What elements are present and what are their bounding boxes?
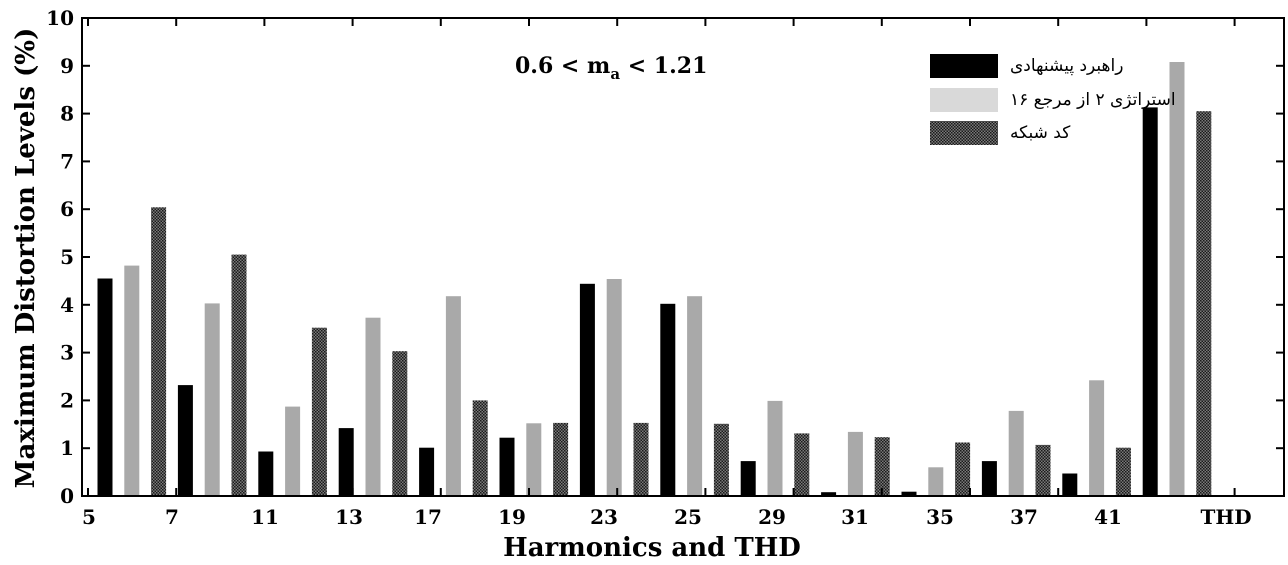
- legend-label-gridcode: کد شبکه: [1010, 123, 1071, 143]
- bar-proposed-41: [1062, 473, 1078, 496]
- bar-proposed-35: [901, 491, 917, 496]
- bar-gridcode-11: [311, 327, 327, 496]
- bar-proposed-13: [338, 428, 354, 496]
- bar-strategy2-37: [1008, 410, 1024, 496]
- labels-group: Harmonics and THD Maximum Distortion Lev…: [11, 28, 801, 563]
- legend-label-strategy2: استراتژی ۲ از مرجع ۱۶: [1010, 90, 1176, 110]
- bar-gridcode-23: [633, 422, 649, 496]
- y-tick-label: 1: [60, 436, 74, 460]
- bar-proposed-25: [660, 303, 676, 496]
- bar-gridcode-5: [151, 207, 167, 497]
- bar-gridcode-7: [231, 254, 247, 496]
- x-tick-label-41: 41: [1094, 505, 1122, 529]
- modulation-annotation: 0.6 < ma < 1.21: [515, 53, 707, 83]
- bar-strategy2-17: [445, 296, 461, 496]
- bar-gridcode-35: [955, 442, 971, 496]
- bar-strategy2-7: [204, 303, 220, 496]
- x-tick-label-13: 13: [335, 505, 363, 529]
- y-tick-label: 5: [60, 245, 74, 269]
- bar-gridcode-25: [713, 423, 729, 496]
- bar-gridcode-37: [1035, 444, 1051, 496]
- bar-gridcode-17: [472, 400, 488, 496]
- annotation-base: 0.6 < m: [515, 53, 610, 79]
- x-tick-label-19: 19: [498, 505, 526, 529]
- bar-strategy2-11: [285, 406, 301, 496]
- bar-gridcode-19: [553, 422, 569, 496]
- bar-strategy2-23: [606, 279, 622, 496]
- bar-proposed-19: [499, 437, 515, 496]
- bar-strategy2-thd: [1169, 62, 1185, 496]
- bar-proposed-31: [821, 492, 837, 496]
- x-tick-label-17: 17: [414, 505, 442, 529]
- x-tick-label-35: 35: [926, 505, 954, 529]
- y-tick-label: 0: [60, 484, 74, 508]
- bar-gridcode-41: [1115, 447, 1131, 496]
- bar-proposed-11: [258, 451, 274, 496]
- bar-strategy2-29: [767, 400, 783, 496]
- y-tick-label: 6: [60, 197, 74, 221]
- x-tick-label-7: 7: [165, 505, 179, 529]
- bar-strategy2-19: [526, 423, 542, 496]
- bar-strategy2-31: [847, 431, 863, 496]
- y-tick-label: 9: [60, 54, 74, 78]
- bar-proposed-17: [419, 447, 435, 496]
- x-tick-label-37: 37: [1010, 505, 1038, 529]
- annotation-subscript: a: [610, 65, 620, 83]
- legend-label-proposed: راهبرد پیشنهادی: [1010, 56, 1123, 76]
- y-tick-label: 8: [60, 102, 74, 126]
- x-tick-label-thd: THD: [1200, 505, 1251, 529]
- legend-swatch-strategy2: [930, 88, 998, 112]
- bar-proposed-29: [740, 461, 756, 496]
- bar-proposed-37: [981, 461, 997, 496]
- x-axis-title: Harmonics and THD: [503, 533, 801, 560]
- bar-proposed-23: [579, 283, 595, 496]
- x-tick-label-5: 5: [82, 505, 96, 529]
- bar-strategy2-41: [1089, 380, 1105, 496]
- bar-gridcode-13: [392, 351, 408, 496]
- legend: راهبرد پیشنهادی استراتژی ۲ از مرجع ۱۶ کد…: [930, 54, 1176, 145]
- x-tick-label-29: 29: [758, 505, 786, 529]
- bar-proposed-thd: [1142, 107, 1158, 497]
- bar-proposed-7: [177, 385, 193, 496]
- x-tick-label-31: 31: [841, 505, 869, 529]
- bar-gridcode-thd: [1196, 111, 1212, 496]
- bar-gridcode-31: [874, 437, 890, 496]
- bar-strategy2-5: [124, 265, 140, 496]
- bar-strategy2-25: [687, 296, 703, 496]
- y-tick-label: 3: [60, 341, 74, 365]
- x-tick-label-23: 23: [590, 505, 618, 529]
- y-axis-title: Maximum Distortion Levels (%): [11, 28, 41, 489]
- legend-swatch-gridcode: [930, 121, 998, 145]
- bar-proposed-5: [97, 278, 113, 496]
- y-tick-label: 4: [60, 293, 74, 317]
- bar-gridcode-29: [794, 433, 810, 496]
- annotation-rest: < 1.21: [620, 53, 707, 79]
- y-tick-label: 2: [60, 388, 74, 412]
- legend-swatch-proposed: [930, 54, 998, 78]
- y-tick-label: 10: [46, 6, 74, 30]
- y-tick-label: 7: [60, 149, 74, 173]
- bar-strategy2-13: [365, 317, 381, 496]
- bars-group: [97, 62, 1212, 497]
- x-tick-label-11: 11: [251, 505, 279, 529]
- bar-strategy2-35: [928, 467, 944, 496]
- x-tick-label-25: 25: [674, 505, 702, 529]
